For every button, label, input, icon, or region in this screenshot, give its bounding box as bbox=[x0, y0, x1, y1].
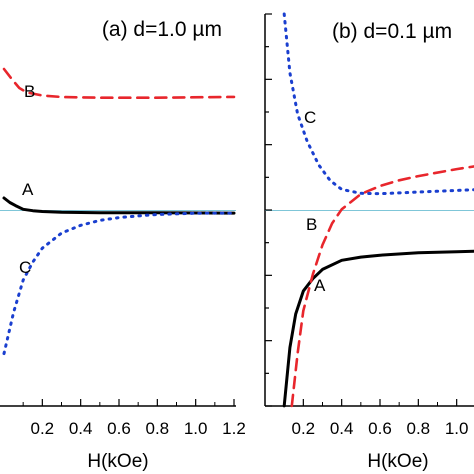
panel-a-series-a bbox=[2, 196, 236, 215]
panel-a-label-c: C bbox=[19, 258, 31, 277]
panel-b-x-tick-label: 1.0 bbox=[445, 419, 469, 438]
panel-a-x-tick-label: 0.4 bbox=[69, 419, 93, 438]
panel-a-series-b bbox=[2, 67, 236, 99]
panel-b-x-tick-label: 0.6 bbox=[368, 419, 392, 438]
panel-a-series bbox=[2, 67, 236, 356]
panel-a-label-b: B bbox=[24, 82, 35, 101]
panel-b-xlabel: H(kOe) bbox=[367, 451, 428, 472]
panel-a-x-tick-label: 0.8 bbox=[146, 419, 170, 438]
panel-a-x-tick-label: 1.2 bbox=[222, 419, 246, 438]
panel-b-label-a: A bbox=[314, 276, 326, 295]
panel-a: 0.2 0.4 0.6 0.8 1.0 1.2 (a) d=1.0 µm H(kOe) B… bbox=[0, 18, 246, 472]
panel-b-title: (b) d=0.1 µm bbox=[332, 20, 452, 43]
panel-a-xlabel: H(kOe) bbox=[87, 451, 148, 472]
panel-a-ticks: 0.2 0.4 0.6 0.8 1.0 1.2 bbox=[22, 399, 246, 438]
panel-b-ticks: 0.2 0.4 0.6 0.8 1.0 bbox=[265, 13, 469, 438]
panel-a-x-tick-label: 1.0 bbox=[184, 419, 208, 438]
panel-b-x-tick-label: 0.8 bbox=[407, 419, 431, 438]
panel-b-x-tick-label: 0.2 bbox=[292, 419, 316, 438]
panel-a-series-c bbox=[2, 211, 236, 356]
panel-a-x-tick-label: 0.2 bbox=[31, 419, 55, 438]
panel-b: 0.2 0.4 0.6 0.8 1.0 (b) d=0.1 µm H(kOe) C B … bbox=[264, 12, 474, 472]
panel-b-series-b bbox=[290, 165, 474, 408]
panel-b-label-c: C bbox=[304, 108, 316, 127]
panel-b-series-c bbox=[282, 12, 474, 196]
panel-a-x-tick-label: 0.6 bbox=[107, 419, 131, 438]
panel-b-x-tick-label: 0.4 bbox=[330, 419, 354, 438]
panel-a-label-a: A bbox=[22, 180, 34, 199]
panel-b-series-a bbox=[282, 249, 474, 408]
panel-a-title: (a) d=1.0 µm bbox=[102, 18, 222, 41]
panel-b-label-b: B bbox=[306, 215, 317, 234]
panel-b-series bbox=[282, 12, 474, 408]
